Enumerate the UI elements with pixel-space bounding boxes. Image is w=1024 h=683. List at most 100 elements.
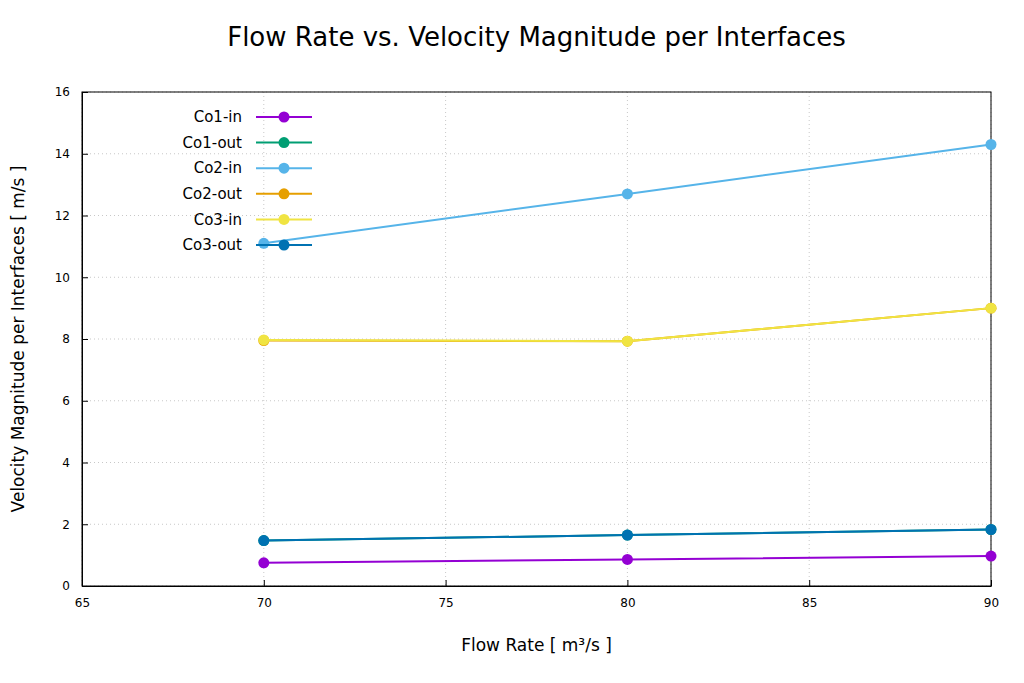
legend-swatch-marker — [279, 112, 290, 123]
tick-mark — [82, 216, 88, 217]
legend-item: Co1-in — [194, 108, 312, 126]
x-axis: 65 70 75 80 85 90 — [75, 580, 999, 610]
legend-item: Co3-in — [194, 211, 312, 229]
series-marker — [622, 530, 633, 541]
tick-label: 65 — [75, 596, 90, 610]
legend-label: Co2-out — [183, 185, 243, 203]
tick: 12 — [55, 209, 88, 223]
series-marker — [986, 303, 997, 314]
series-marker — [258, 238, 269, 249]
series-marker — [258, 334, 269, 345]
tick-label: 80 — [620, 596, 635, 610]
series-marker — [622, 336, 633, 347]
legend-item: Co1-out — [183, 134, 312, 152]
tick: 8 — [62, 332, 88, 346]
series-marker — [622, 188, 633, 199]
tick: 0 — [62, 579, 88, 593]
series-marker — [622, 554, 633, 565]
tick: 6 — [62, 394, 88, 408]
legend-swatch-marker — [279, 188, 290, 199]
tick-label: 70 — [257, 596, 272, 610]
plot-frame — [82, 92, 991, 586]
tick-mark — [82, 586, 88, 587]
x-axis-title: Flow Rate [ m³/s ] — [461, 635, 612, 655]
tick-label: 6 — [62, 394, 70, 408]
tick-mark — [809, 580, 810, 586]
series-line — [264, 144, 991, 243]
legend: Co1-in Co1-out Co2-in Co2-out Co3-in Co3-out — [183, 108, 312, 254]
legend-label: Co1-out — [183, 134, 243, 152]
series-marker — [258, 535, 269, 546]
tick-mark — [446, 580, 447, 586]
legend-label: Co3-in — [194, 211, 242, 229]
tick-mark — [627, 580, 628, 586]
chart: 6570758085900246810121416Co1-inCo1-outCo… — [0, 0, 1024, 683]
grid-line-y — [82, 339, 991, 340]
y-axis: 0 2 4 6 8 10 12 14 16 — [55, 85, 88, 593]
grid-line-y — [82, 400, 991, 401]
tick: 70 — [257, 580, 272, 610]
series-marker — [622, 336, 633, 347]
series-marker — [986, 551, 997, 562]
series-line — [264, 529, 991, 540]
grid-line-y — [82, 524, 991, 525]
y-axis-title: Velocity Magnitude per Interfaces [ m/s … — [8, 166, 28, 513]
tick-mark — [264, 580, 265, 586]
tick: 90 — [984, 580, 999, 610]
series-marker — [986, 524, 997, 535]
legend-swatch-marker — [279, 214, 290, 225]
legend-label: Co3-out — [183, 236, 243, 254]
tick-label: 14 — [55, 147, 70, 161]
series-marker — [986, 303, 997, 314]
series-line — [264, 529, 991, 540]
legend-label: Co1-in — [194, 108, 242, 126]
tick-mark — [82, 339, 88, 340]
tick: 10 — [55, 271, 88, 285]
plot-area: 6570758085900246810121416Co1-inCo1-outCo… — [55, 85, 999, 609]
grid — [82, 92, 991, 586]
legend-label: Co2-in — [194, 159, 242, 177]
data-layer — [258, 139, 996, 568]
legend-swatch-marker — [279, 137, 290, 148]
tick-mark — [82, 401, 88, 402]
tick-label: 10 — [55, 271, 70, 285]
tick-mark — [82, 277, 88, 278]
tick-label: 8 — [62, 332, 70, 346]
series-marker — [258, 557, 269, 568]
tick-mark — [82, 154, 88, 155]
tick: 80 — [620, 580, 635, 610]
tick: 16 — [55, 85, 88, 99]
legend-item: Co2-out — [183, 185, 312, 203]
tick-label: 2 — [62, 518, 70, 532]
tick-label: 85 — [802, 596, 817, 610]
chart-title: Flow Rate vs. Velocity Magnitude per Int… — [227, 22, 846, 52]
series-marker — [258, 535, 269, 546]
grid-line-x — [445, 92, 446, 586]
tick-mark — [991, 580, 992, 586]
series-marker — [986, 524, 997, 535]
axis-line — [83, 586, 992, 587]
tick-label: 16 — [55, 85, 70, 99]
series-marker — [258, 335, 269, 346]
tick: 85 — [802, 580, 817, 610]
tick-mark — [82, 92, 88, 93]
legend-swatch-marker — [279, 163, 290, 174]
tick-label: 75 — [438, 596, 453, 610]
legend-item: Co2-in — [194, 159, 312, 177]
tick: 75 — [438, 580, 453, 610]
tick-mark — [82, 463, 88, 464]
tick-label: 4 — [62, 456, 70, 470]
tick-label: 12 — [55, 209, 70, 223]
tick-label: 0 — [62, 579, 70, 593]
grid-line-y — [82, 153, 991, 154]
tick: 14 — [55, 147, 88, 161]
legend-swatch-marker — [279, 240, 290, 251]
grid-line-y — [82, 277, 991, 278]
grid-line-y — [82, 462, 991, 463]
tick: 2 — [62, 518, 88, 532]
grid-line-x — [809, 92, 810, 586]
tick-mark — [82, 524, 88, 525]
legend-item: Co3-out — [183, 236, 312, 254]
series-marker — [986, 139, 997, 150]
series-marker — [622, 530, 633, 541]
